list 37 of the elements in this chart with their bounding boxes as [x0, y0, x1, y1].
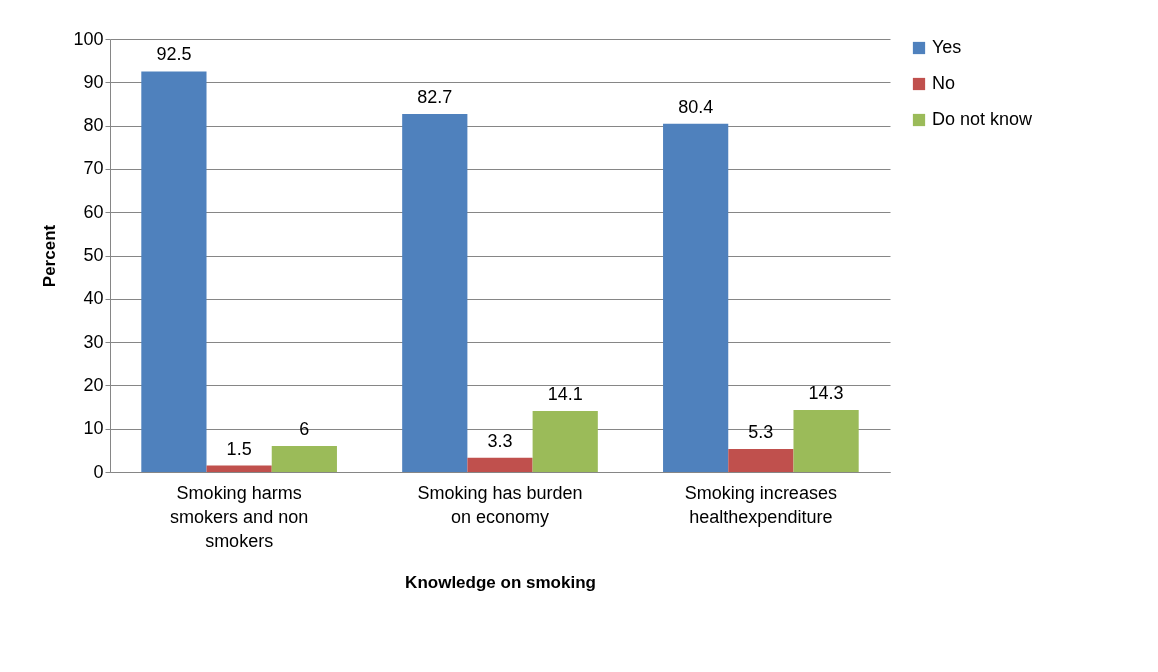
y-tick-label: 100: [73, 28, 104, 49]
bar: [141, 71, 207, 472]
bar: [728, 449, 794, 472]
x-tick-label: Smoking harms smokers and non smokers: [170, 482, 309, 551]
x-axis-title: Knowledge on smoking: [405, 572, 596, 592]
bar: [467, 457, 533, 472]
y-tick-label: 70: [83, 158, 104, 179]
x-tick-label: Smoking has burden on economy: [417, 482, 583, 527]
data-label: 5.3: [748, 422, 774, 443]
bar: [532, 410, 598, 472]
y-tick-label: 30: [83, 331, 104, 352]
data-label: 3.3: [487, 430, 513, 451]
legend-label: Do not know: [932, 109, 1034, 129]
y-tick-label: 40: [83, 288, 104, 309]
x-tick-label: Smoking increases healthexpenditure: [684, 482, 837, 527]
data-label: 1.5: [226, 438, 252, 459]
data-label: 6: [299, 419, 310, 440]
y-tick-label: 60: [83, 201, 104, 222]
legend-label: No: [932, 73, 956, 93]
y-axis-title: Percent: [40, 224, 60, 288]
y-tick-label: 50: [83, 245, 104, 265]
bar: [793, 410, 859, 472]
legend-label: Yes: [932, 37, 962, 57]
bar: [271, 446, 337, 472]
data-label: 14.3: [808, 383, 844, 404]
y-tick-label: 20: [83, 374, 104, 395]
y-tick-label: 80: [83, 115, 104, 136]
y-tick-label: 90: [83, 71, 104, 92]
data-label: 82.7: [417, 86, 453, 107]
bar: [402, 113, 468, 472]
bar: [663, 123, 729, 472]
data-label: 14.1: [547, 383, 583, 404]
data-label: 80.4: [678, 96, 714, 117]
data-label: 92.5: [156, 44, 192, 65]
bar: [206, 465, 272, 472]
y-tick-label: 10: [83, 418, 104, 439]
y-tick-label: 0: [93, 461, 104, 482]
